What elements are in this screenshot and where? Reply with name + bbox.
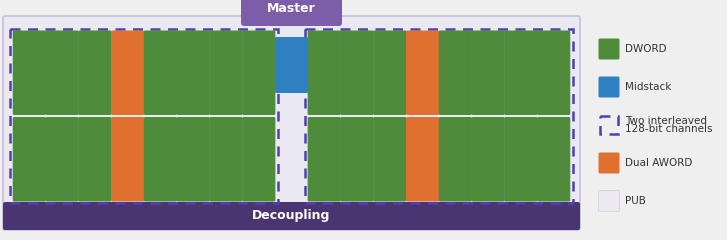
FancyBboxPatch shape xyxy=(241,0,342,26)
FancyBboxPatch shape xyxy=(46,117,79,202)
FancyBboxPatch shape xyxy=(144,117,177,202)
FancyBboxPatch shape xyxy=(471,30,505,115)
Text: 128-bit channels: 128-bit channels xyxy=(625,125,712,134)
FancyBboxPatch shape xyxy=(242,117,276,202)
Text: Master: Master xyxy=(267,2,316,16)
Bar xyxy=(10,29,278,203)
Text: Two interleaved: Two interleaved xyxy=(625,115,707,126)
FancyBboxPatch shape xyxy=(79,117,111,202)
FancyBboxPatch shape xyxy=(275,37,308,93)
FancyBboxPatch shape xyxy=(505,30,537,115)
Text: DWORD: DWORD xyxy=(625,44,667,54)
FancyBboxPatch shape xyxy=(177,117,210,202)
Text: PUB: PUB xyxy=(625,196,646,206)
Bar xyxy=(305,29,573,203)
FancyBboxPatch shape xyxy=(340,117,374,202)
FancyBboxPatch shape xyxy=(598,38,619,60)
FancyBboxPatch shape xyxy=(209,117,243,202)
FancyBboxPatch shape xyxy=(406,30,439,115)
FancyBboxPatch shape xyxy=(308,117,341,202)
FancyBboxPatch shape xyxy=(209,30,243,115)
FancyBboxPatch shape xyxy=(537,30,570,115)
FancyBboxPatch shape xyxy=(505,117,537,202)
FancyBboxPatch shape xyxy=(111,30,144,115)
FancyBboxPatch shape xyxy=(537,117,570,202)
FancyBboxPatch shape xyxy=(406,117,439,202)
FancyBboxPatch shape xyxy=(373,30,406,115)
FancyBboxPatch shape xyxy=(79,30,111,115)
Text: Dual AWORD: Dual AWORD xyxy=(625,158,692,168)
Text: Decoupling: Decoupling xyxy=(252,210,331,222)
FancyBboxPatch shape xyxy=(598,191,619,211)
FancyBboxPatch shape xyxy=(438,117,472,202)
FancyBboxPatch shape xyxy=(111,117,144,202)
FancyBboxPatch shape xyxy=(598,77,619,97)
FancyBboxPatch shape xyxy=(373,117,406,202)
FancyBboxPatch shape xyxy=(3,16,580,230)
FancyBboxPatch shape xyxy=(438,30,472,115)
FancyBboxPatch shape xyxy=(471,117,505,202)
Bar xyxy=(600,116,618,134)
FancyBboxPatch shape xyxy=(340,30,374,115)
Text: Midstack: Midstack xyxy=(625,82,671,92)
FancyBboxPatch shape xyxy=(46,30,79,115)
FancyBboxPatch shape xyxy=(242,30,276,115)
FancyBboxPatch shape xyxy=(177,30,210,115)
FancyBboxPatch shape xyxy=(3,202,580,230)
FancyBboxPatch shape xyxy=(144,30,177,115)
FancyBboxPatch shape xyxy=(598,152,619,174)
FancyBboxPatch shape xyxy=(308,30,341,115)
FancyBboxPatch shape xyxy=(13,117,46,202)
FancyBboxPatch shape xyxy=(13,30,46,115)
